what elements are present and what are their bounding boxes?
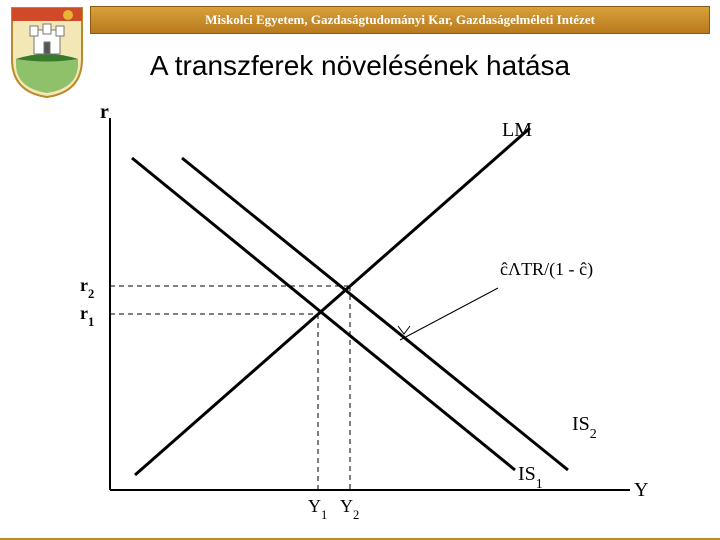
svg-text:r1: r1 — [80, 303, 94, 329]
svg-text:Y1: Y1 — [308, 496, 327, 520]
svg-text:Y: Y — [634, 479, 648, 501]
svg-text:IS1: IS1 — [518, 463, 543, 492]
islm-chart: r Y LM IS1 IS2 r2r1 Y1 Y2 ĉΛTR/(1 - ĉ) — [70, 100, 660, 520]
svg-text:IS2: IS2 — [572, 413, 597, 442]
svg-text:r2: r2 — [80, 275, 94, 301]
svg-text:r: r — [100, 101, 109, 123]
header-text: Miskolci Egyetem, Gazdaságtudományi Kar,… — [205, 12, 595, 28]
svg-text:LM: LM — [502, 119, 532, 141]
page-title: A transzferek növelésének hatása — [150, 50, 570, 81]
header-bar: Miskolci Egyetem, Gazdaságtudományi Kar,… — [90, 6, 710, 34]
svg-text:Y2: Y2 — [340, 496, 359, 520]
svg-text:ĉΛTR/(1 - ĉ): ĉΛTR/(1 - ĉ) — [500, 259, 593, 280]
title-row: A transzferek növelésének hatása — [0, 50, 720, 82]
